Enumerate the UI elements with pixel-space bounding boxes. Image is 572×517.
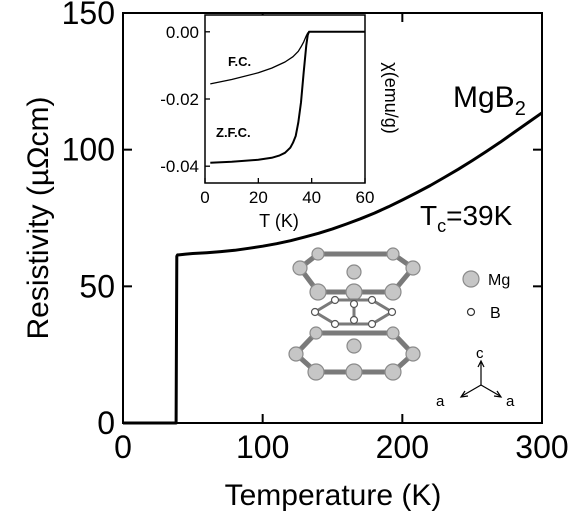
- x-tick-label: 100: [236, 429, 289, 465]
- tc-subscript: c: [437, 216, 446, 236]
- inset-x-axis-label: T (K): [259, 211, 299, 231]
- crystal-legend: Mg B: [462, 270, 510, 322]
- inset-x-tick-label: 0: [200, 188, 209, 207]
- zfc-series-label: Z.F.C.: [216, 125, 251, 140]
- x-tick-label: 200: [376, 429, 429, 465]
- b-legend-marker: [466, 307, 476, 317]
- inset-x-tick-label: 60: [356, 188, 375, 207]
- y-tick-label: 0: [97, 405, 115, 441]
- axis-c-label: c: [476, 345, 484, 362]
- axis-a-left-label: a: [436, 393, 445, 410]
- inset-x-tick-label: 40: [302, 188, 321, 207]
- compound-label: MgB2: [453, 81, 526, 120]
- main-plot-frame: [122, 12, 543, 424]
- y-tick-label: 150: [62, 0, 115, 31]
- inset-series: [210, 30, 365, 164]
- fc-series-label: F.C.: [228, 54, 251, 69]
- mg-legend-marker: [462, 270, 480, 288]
- inset-y-tick-label: -0.02: [160, 90, 199, 109]
- crystal-axes-triad: [459, 359, 503, 398]
- x-tick-label: 0: [114, 429, 132, 465]
- y-tick-label: 50: [79, 268, 115, 304]
- tc-label: Tc=39K: [420, 200, 513, 236]
- resistivity-series-line: [123, 111, 543, 425]
- x-tick-label: 300: [515, 429, 568, 465]
- tc-base: T: [420, 200, 437, 231]
- mg-atoms-bottom: [288, 326, 421, 381]
- inset-plot-frame: [204, 14, 366, 184]
- inset-y-axis-label: χ(emu/g): [381, 62, 401, 133]
- y-axis-label: Resistivity (µΩcm): [22, 96, 55, 339]
- main-series: [123, 111, 543, 425]
- inset-ticks: 0 20 40 60 0.00 -0.02 -0.04: [160, 23, 374, 207]
- zfc-series-line: [210, 30, 365, 164]
- inset-y-tick-label: 0.00: [166, 23, 199, 42]
- tc-value: =39K: [446, 200, 512, 231]
- crystal-structure-diagram: Mg B c a a: [288, 247, 515, 410]
- b-atoms: [310, 295, 397, 329]
- compound-subscript: 2: [515, 98, 526, 120]
- axis-a-right-label: a: [506, 393, 515, 410]
- inset-plot: 0 20 40 600.00-0.02-0.04 F.C. Z.F.C. T (K) …: [160, 14, 401, 231]
- x-axis-label: Temperature (K): [225, 479, 442, 512]
- inset-y-tick-label: -0.04: [160, 157, 199, 176]
- compound-base: MgB: [453, 81, 515, 114]
- inset-x-tick-label: 20: [249, 188, 268, 207]
- b-legend-label: B: [490, 305, 501, 322]
- mg-legend-label: Mg: [488, 272, 510, 289]
- y-tick-label: 100: [62, 132, 115, 168]
- mg-atoms-top: [292, 247, 421, 301]
